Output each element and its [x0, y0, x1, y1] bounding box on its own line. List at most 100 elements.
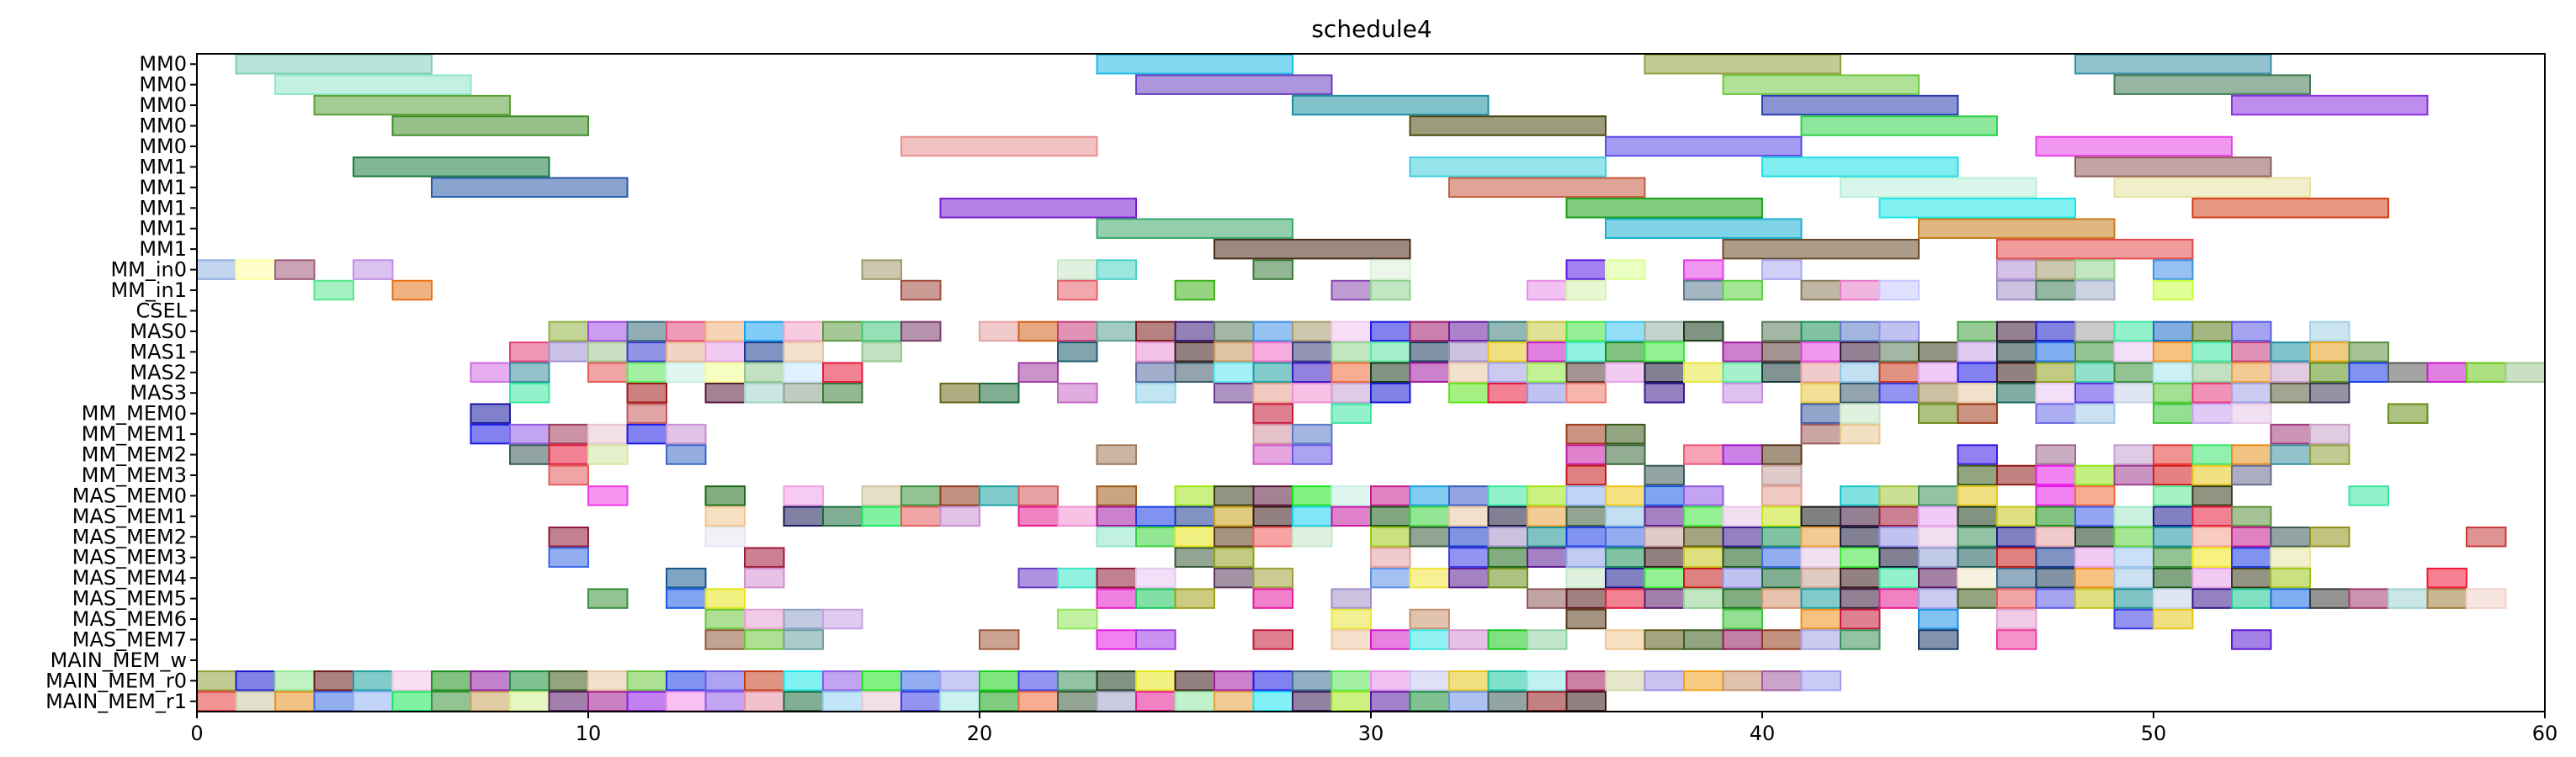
- task-bar: [1957, 506, 1998, 527]
- y-tick-label: MAIN_MEM_r1: [45, 690, 187, 713]
- task-bar: [1527, 691, 1568, 712]
- task-bar: [1527, 527, 1568, 548]
- task-bar: [1957, 320, 1998, 342]
- task-bar: [1174, 547, 1215, 568]
- y-tick-label: MAS2: [130, 361, 187, 384]
- task-bar: [587, 341, 629, 363]
- task-bar: [1527, 588, 1568, 609]
- x-tick-label: 50: [2141, 722, 2167, 745]
- task-bar: [1409, 115, 1607, 136]
- task-bar: [2113, 382, 2154, 404]
- task-bar: [1996, 341, 2037, 363]
- task-bar: [1135, 506, 1176, 527]
- task-bar: [1214, 382, 1255, 404]
- task-bar: [1644, 464, 1685, 486]
- task-bar: [235, 53, 433, 75]
- task-bar: [1214, 567, 1255, 589]
- task-bar: [939, 691, 980, 712]
- task-bar: [1174, 362, 1215, 384]
- task-bar: [1135, 567, 1176, 589]
- task-bar: [626, 403, 667, 424]
- task-bar: [1292, 691, 1333, 712]
- task-bar: [2074, 362, 2116, 384]
- task-bar: [1644, 527, 1685, 548]
- task-bar: [2466, 527, 2507, 548]
- task-bar: [1800, 567, 1841, 589]
- task-bar: [2074, 382, 2116, 404]
- task-bar: [2191, 341, 2233, 363]
- task-bar: [1252, 691, 1293, 712]
- task-bar: [2074, 259, 2116, 280]
- task-bar: [1644, 588, 1685, 609]
- y-tick-label: MM_in1: [110, 278, 187, 302]
- task-bar: [704, 506, 746, 527]
- y-tick-label: MAS_MEM2: [72, 525, 187, 548]
- task-bar: [1214, 341, 1255, 363]
- task-bar: [1252, 403, 1293, 424]
- task-bar: [2153, 279, 2194, 301]
- task-bar: [783, 382, 824, 404]
- task-bar: [1448, 547, 1490, 568]
- task-bar: [2191, 362, 2233, 384]
- task-bar: [2270, 547, 2311, 568]
- task-bar: [2231, 464, 2272, 486]
- task-bar: [1957, 341, 1998, 363]
- task-bar: [509, 341, 550, 363]
- task-bar: [1800, 423, 1841, 445]
- task-bar: [1644, 362, 1685, 384]
- task-bar: [783, 485, 824, 506]
- task-bar: [2113, 506, 2154, 527]
- task-bar: [783, 506, 824, 527]
- task-bar: [2191, 464, 2233, 486]
- task-bar: [1605, 485, 1646, 506]
- task-bar: [1252, 506, 1293, 527]
- task-bar: [1722, 279, 1763, 301]
- task-bar: [1644, 547, 1685, 568]
- task-bar: [1448, 691, 1490, 712]
- task-bar: [2153, 485, 2194, 506]
- task-bar: [2035, 464, 2076, 486]
- task-bar: [1918, 506, 1959, 527]
- task-bar: [548, 691, 589, 712]
- task-bar: [509, 362, 550, 384]
- task-bar: [2309, 320, 2350, 342]
- x-axis: 0 10 20 30 40 50 60: [190, 712, 2557, 745]
- task-bar: [626, 423, 667, 445]
- task-bar: [1409, 362, 1450, 384]
- task-bar: [2270, 444, 2311, 465]
- task-bar: [1605, 670, 1646, 691]
- task-bar: [1409, 608, 1450, 630]
- task-bar: [1096, 588, 1137, 609]
- task-bar: [1057, 691, 1098, 712]
- task-bar: [2191, 588, 2233, 609]
- task-bar: [2387, 362, 2429, 384]
- task-bar: [1330, 608, 1372, 630]
- task-bar: [1135, 691, 1176, 712]
- y-tick-label: MM0: [139, 114, 187, 138]
- task-bar: [1487, 341, 1528, 363]
- task-bar: [1957, 382, 1998, 404]
- y-tick-label: MM1: [139, 155, 187, 178]
- task-bar: [2387, 588, 2429, 609]
- task-bar: [979, 691, 1020, 712]
- task-bar: [1292, 485, 1333, 506]
- task-bar: [1370, 341, 1411, 363]
- task-bar: [1840, 382, 1881, 404]
- task-bar: [2113, 362, 2154, 384]
- task-bar: [313, 279, 354, 301]
- task-bar: [1527, 506, 1568, 527]
- task-bar: [1135, 382, 1176, 404]
- task-bar: [196, 670, 237, 691]
- task-bar: [2113, 74, 2311, 95]
- task-bar: [900, 320, 942, 342]
- task-bar: [1527, 341, 1568, 363]
- task-bar: [1370, 362, 1411, 384]
- task-bar: [2309, 382, 2350, 404]
- task-bar: [822, 670, 863, 691]
- task-bar: [587, 320, 629, 342]
- task-bar: [1370, 320, 1411, 342]
- task-bar: [1565, 547, 1607, 568]
- task-bar: [1135, 320, 1176, 342]
- task-bar: [1878, 547, 1920, 568]
- task-bar: [1487, 485, 1528, 506]
